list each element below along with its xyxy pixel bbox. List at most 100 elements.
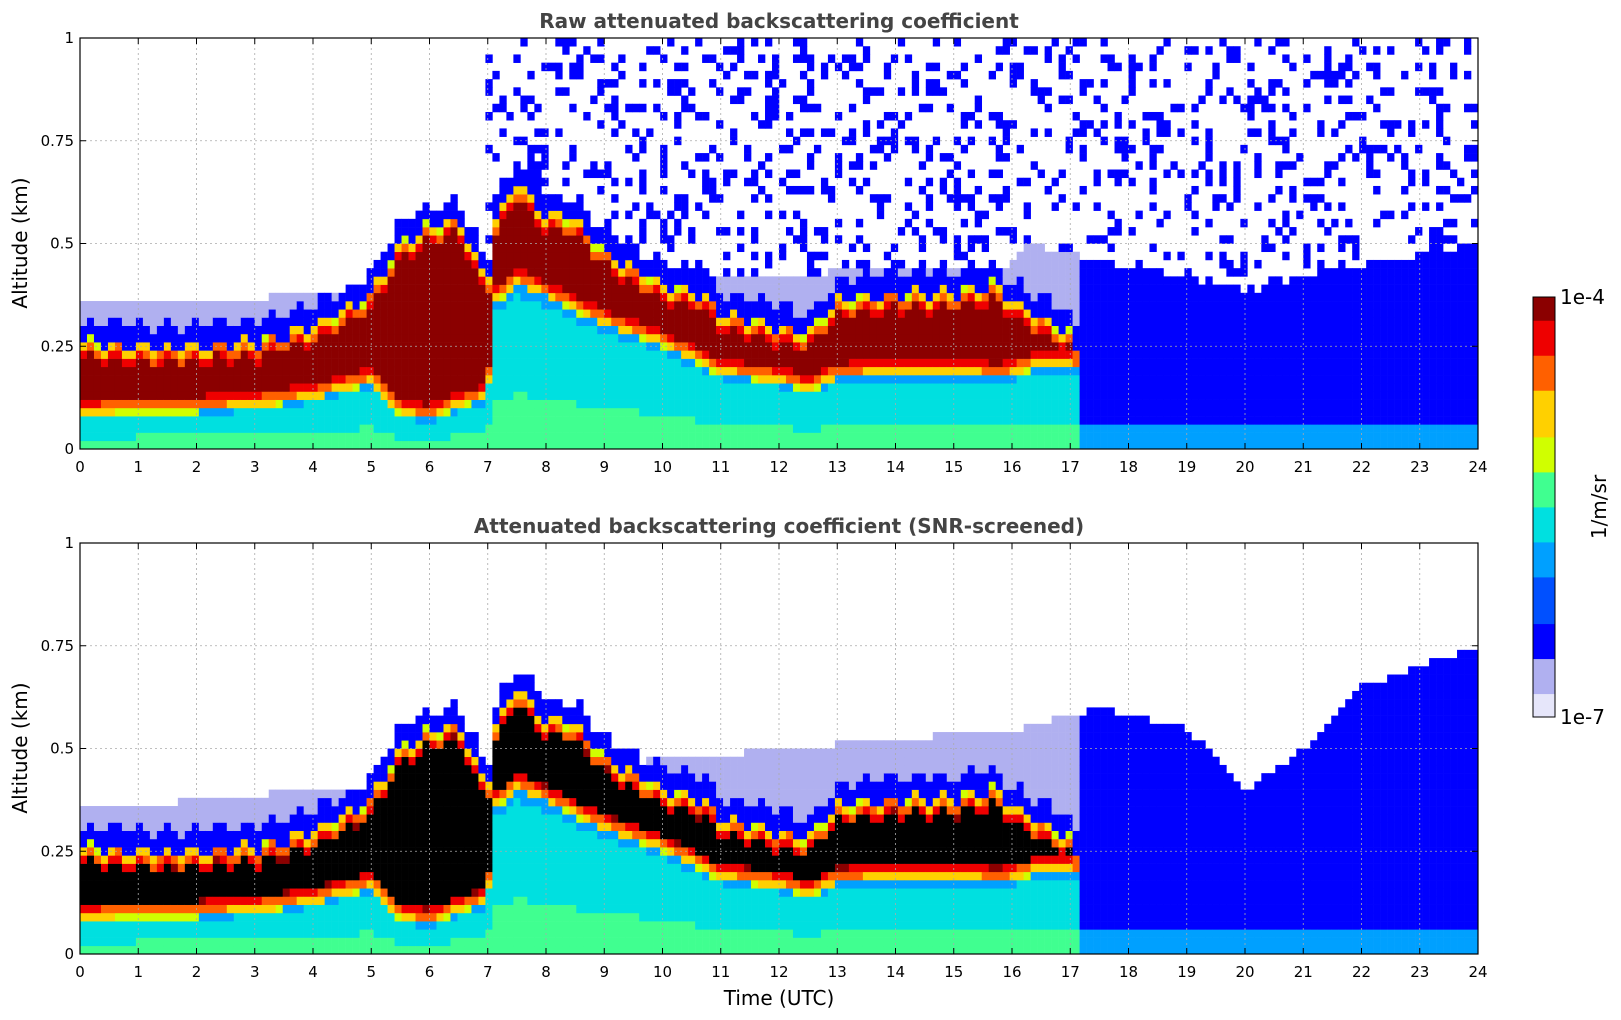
heatmap-cell: [583, 251, 591, 261]
heatmap-cell: [457, 391, 465, 400]
heatmap-cell: [1023, 342, 1031, 351]
heatmap-cell: [429, 284, 437, 294]
heatmap-cell: [401, 235, 409, 244]
heatmap-cell: [142, 399, 151, 409]
heatmap-cell: [135, 325, 144, 335]
heatmap-cell: [429, 210, 437, 220]
heatmap-cell: [632, 416, 640, 425]
heatmap-cell: [960, 309, 969, 318]
heatmap-cell: [219, 325, 228, 335]
heatmap-cell: [401, 259, 409, 269]
heatmap-cell: [499, 185, 507, 195]
heatmap-cell: [569, 383, 577, 392]
heatmap-cell: [1086, 366, 1094, 376]
heatmap-cell: [904, 350, 913, 359]
heatmap-cell: [1205, 416, 1213, 425]
heatmap-cell: [261, 366, 270, 376]
heatmap-cell: [1352, 309, 1360, 318]
heatmap-cell: [142, 391, 151, 400]
heatmap-cell: [1303, 366, 1311, 376]
heatmap-cell: [1233, 292, 1241, 302]
heatmap-cell: [303, 375, 311, 384]
heatmap-cell: [785, 333, 794, 343]
heatmap-cell: [1149, 325, 1157, 335]
heatmap-cell: [604, 391, 612, 400]
heatmap-cell: [534, 235, 542, 244]
heatmap-cell: [967, 194, 976, 203]
heatmap-cell: [890, 317, 899, 326]
heatmap-cell: [1058, 407, 1066, 417]
heatmap-cell: [198, 375, 207, 384]
heatmap-cell: [639, 399, 647, 409]
heatmap-cell: [324, 309, 332, 318]
heatmap-cell: [646, 292, 654, 302]
heatmap-cell: [1352, 243, 1360, 253]
heatmap-cell: [1212, 284, 1220, 294]
heatmap-cell: [247, 416, 256, 425]
heatmap-cell: [730, 128, 738, 137]
heatmap-cell: [1058, 251, 1066, 261]
heatmap-cell: [1100, 292, 1108, 302]
heatmap-cell: [373, 309, 381, 318]
heatmap-cell: [1016, 399, 1024, 409]
heatmap-cell: [625, 292, 633, 302]
heatmap-cell: [785, 399, 794, 409]
heatmap-cell: [366, 424, 374, 433]
heatmap-cell: [1219, 424, 1227, 433]
heatmap-cell: [492, 235, 500, 244]
heatmap-cell: [576, 251, 584, 261]
heatmap-cell: [219, 432, 228, 442]
heatmap-cell: [646, 46, 654, 55]
heatmap-cell: [520, 325, 528, 335]
heatmap-cell: [219, 342, 228, 351]
heatmap-cell: [506, 301, 514, 310]
heatmap-cell: [1058, 95, 1066, 105]
heatmap-cell: [359, 399, 367, 409]
heatmap-cell: [156, 399, 165, 409]
heatmap-cell: [1205, 46, 1213, 55]
heatmap-cell: [429, 259, 437, 269]
heatmap-cell: [597, 284, 605, 294]
heatmap-cell: [345, 301, 353, 310]
heatmap-cell: [1002, 440, 1010, 449]
heatmap-cell: [1282, 144, 1290, 154]
heatmap-cell: [429, 416, 437, 425]
heatmap-cell: [925, 375, 934, 384]
heatmap-cell: [1289, 111, 1297, 121]
heatmap-cell: [1114, 350, 1122, 359]
heatmap-cell: [191, 301, 200, 310]
heatmap-cell: [653, 284, 661, 294]
heatmap-cell: [576, 276, 584, 285]
heatmap-cell: [702, 383, 710, 392]
heatmap-cell: [1030, 440, 1038, 449]
heatmap-cell: [338, 399, 346, 409]
heatmap-cell: [1128, 416, 1136, 425]
heatmap-cell: [450, 383, 458, 392]
heatmap-cell: [1317, 440, 1325, 449]
heatmap-cell: [604, 259, 612, 269]
heatmap-cell: [1233, 194, 1241, 203]
heatmap-cell: [890, 301, 899, 310]
heatmap-cell: [156, 309, 165, 318]
heatmap-cell: [1317, 375, 1325, 384]
heatmap-cell: [1142, 383, 1150, 392]
heatmap-cell: [450, 251, 458, 261]
heatmap-cell: [1303, 375, 1311, 384]
heatmap-cell: [80, 309, 88, 318]
heatmap-cell: [995, 301, 1003, 310]
heatmap-cell: [653, 301, 661, 310]
heatmap-cell: [268, 407, 277, 417]
heatmap-cell: [904, 375, 913, 384]
heatmap-cell: [988, 284, 996, 294]
heatmap-cell: [848, 358, 857, 368]
heatmap-cell: [967, 424, 976, 433]
heatmap-cell: [869, 383, 878, 392]
heatmap-cell: [646, 202, 654, 211]
heatmap-cell: [576, 243, 584, 253]
heatmap-cell: [932, 292, 941, 302]
heatmap-cell: [799, 383, 808, 392]
heatmap-cell: [848, 301, 857, 310]
heatmap-cell: [876, 399, 885, 409]
heatmap-cell: [562, 46, 570, 55]
heatmap-cell: [394, 243, 402, 253]
